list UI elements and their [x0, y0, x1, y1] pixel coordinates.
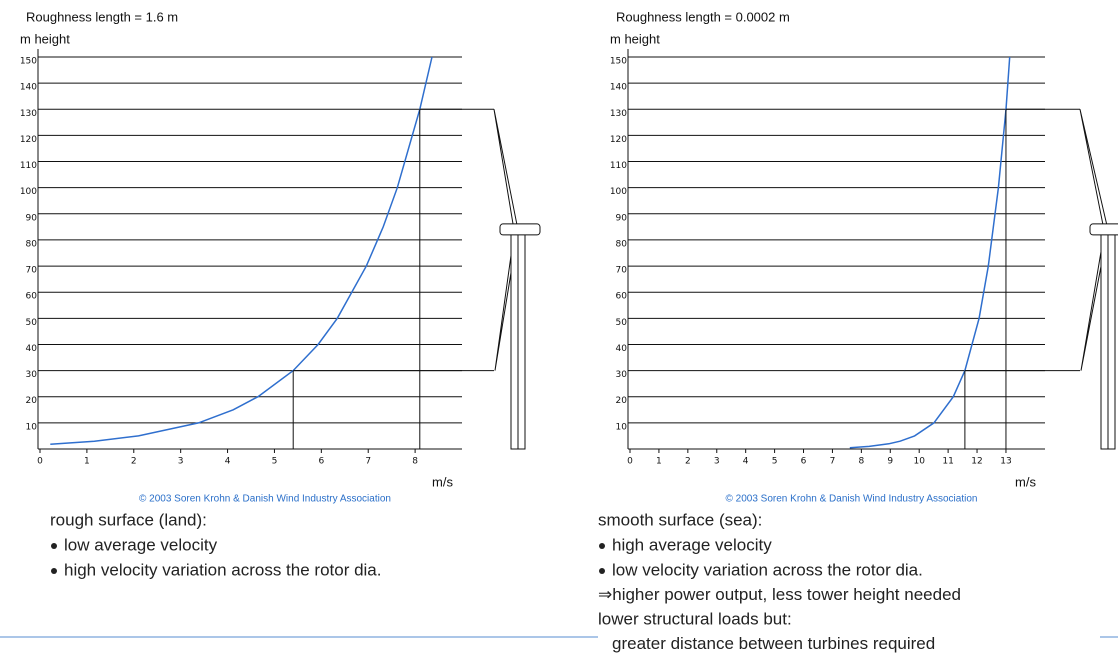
y-tick-label: 80	[616, 239, 628, 249]
y-tick-label: 50	[26, 318, 38, 328]
y-tick-label: 140	[610, 83, 627, 93]
x-tick-label: 1	[656, 457, 662, 467]
y-tick-label: 100	[610, 187, 627, 197]
x-tick-label: 2	[131, 457, 137, 467]
x-tick-label: 8	[858, 457, 864, 467]
turbine-nacelle	[499, 223, 541, 236]
turbine-nacelle	[1089, 223, 1118, 236]
x-tick-label: 8	[412, 457, 418, 467]
y-tick-label: 100	[20, 187, 37, 197]
note-item: high velocity variation across the rotor…	[64, 560, 382, 579]
y-tick-label: 110	[20, 161, 37, 171]
y-tick-label: 70	[26, 266, 38, 276]
y-tick-label: 130	[20, 109, 37, 119]
y-tick-label: 20	[616, 396, 628, 406]
y-tick-label: 140	[20, 83, 37, 93]
wind-profile	[849, 56, 1011, 449]
y-tick-label: 10	[616, 422, 628, 432]
y-tick-label: 130	[610, 109, 627, 119]
y-tick-label: 60	[616, 292, 628, 302]
x-tick-label: 6	[801, 457, 807, 467]
credit: © 2003 Soren Krohn & Danish Wind Industr…	[726, 494, 978, 505]
x-tick-label: 3	[714, 457, 720, 467]
note-line: lower structural loads but:	[598, 609, 792, 628]
y-tick-label: 60	[26, 292, 38, 302]
y-tick-label: 90	[616, 213, 628, 223]
turbine-blade	[493, 109, 519, 231]
x-tick-label: 7	[365, 457, 371, 467]
x-tick-label: 0	[627, 457, 633, 467]
credit: © 2003 Soren Krohn & Danish Wind Industr…	[139, 494, 391, 505]
turbine-blade	[1079, 109, 1109, 231]
x-tick-label: 7	[830, 457, 836, 467]
note-item: high average velocity	[612, 535, 772, 554]
bullet	[599, 568, 605, 574]
x-tick-label: 4	[743, 457, 749, 467]
y-axis-label: m height	[20, 31, 70, 46]
y-tick-label: 30	[616, 370, 628, 380]
y-tick-label: 20	[26, 396, 38, 406]
x-axis-label: m/s	[432, 474, 453, 489]
y-tick-label: 40	[616, 344, 628, 354]
x-tick-label: 13	[1000, 457, 1011, 467]
x-tick-label: 0	[37, 457, 43, 467]
note-heading: smooth surface (sea):	[598, 510, 762, 529]
x-tick-label: 9	[887, 457, 893, 467]
x-tick-label: 5	[772, 457, 778, 467]
note-item: low average velocity	[64, 535, 218, 554]
y-axis-label: m height	[610, 31, 660, 46]
note-line: greater distance between turbines requir…	[612, 634, 935, 653]
note-heading: rough surface (land):	[50, 510, 207, 529]
note-item: low velocity variation across the rotor …	[612, 560, 923, 579]
x-tick-label: 5	[272, 457, 278, 467]
y-tick-label: 40	[26, 344, 38, 354]
x-tick-label: 10	[913, 457, 925, 467]
x-tick-label: 6	[318, 457, 324, 467]
chart-title: Roughness length = 0.0002 m	[616, 9, 790, 24]
y-tick-label: 90	[26, 213, 38, 223]
y-tick-label: 70	[616, 266, 628, 276]
x-tick-label: 2	[685, 457, 691, 467]
note-line: ⇒higher power output, less tower height …	[598, 585, 961, 604]
y-tick-label: 150	[610, 57, 627, 67]
x-tick-label: 1	[84, 457, 90, 467]
wind-profile	[50, 56, 433, 446]
y-tick-label: 120	[610, 135, 627, 145]
y-tick-label: 50	[616, 318, 628, 328]
x-tick-label: 4	[225, 457, 231, 467]
bullet	[599, 543, 605, 549]
y-tick-label: 10	[26, 422, 38, 432]
y-tick-label: 80	[26, 239, 38, 249]
x-axis-label: m/s	[1015, 474, 1036, 489]
y-tick-label: 150	[20, 57, 37, 67]
chart-title: Roughness length = 1.6 m	[26, 9, 178, 24]
bullet	[51, 543, 57, 549]
x-tick-label: 3	[178, 457, 184, 467]
y-tick-label: 120	[20, 135, 37, 145]
x-tick-label: 12	[971, 457, 982, 467]
y-tick-label: 30	[26, 370, 38, 380]
bullet	[51, 568, 57, 574]
x-tick-label: 11	[942, 457, 953, 467]
y-tick-label: 110	[610, 161, 627, 171]
